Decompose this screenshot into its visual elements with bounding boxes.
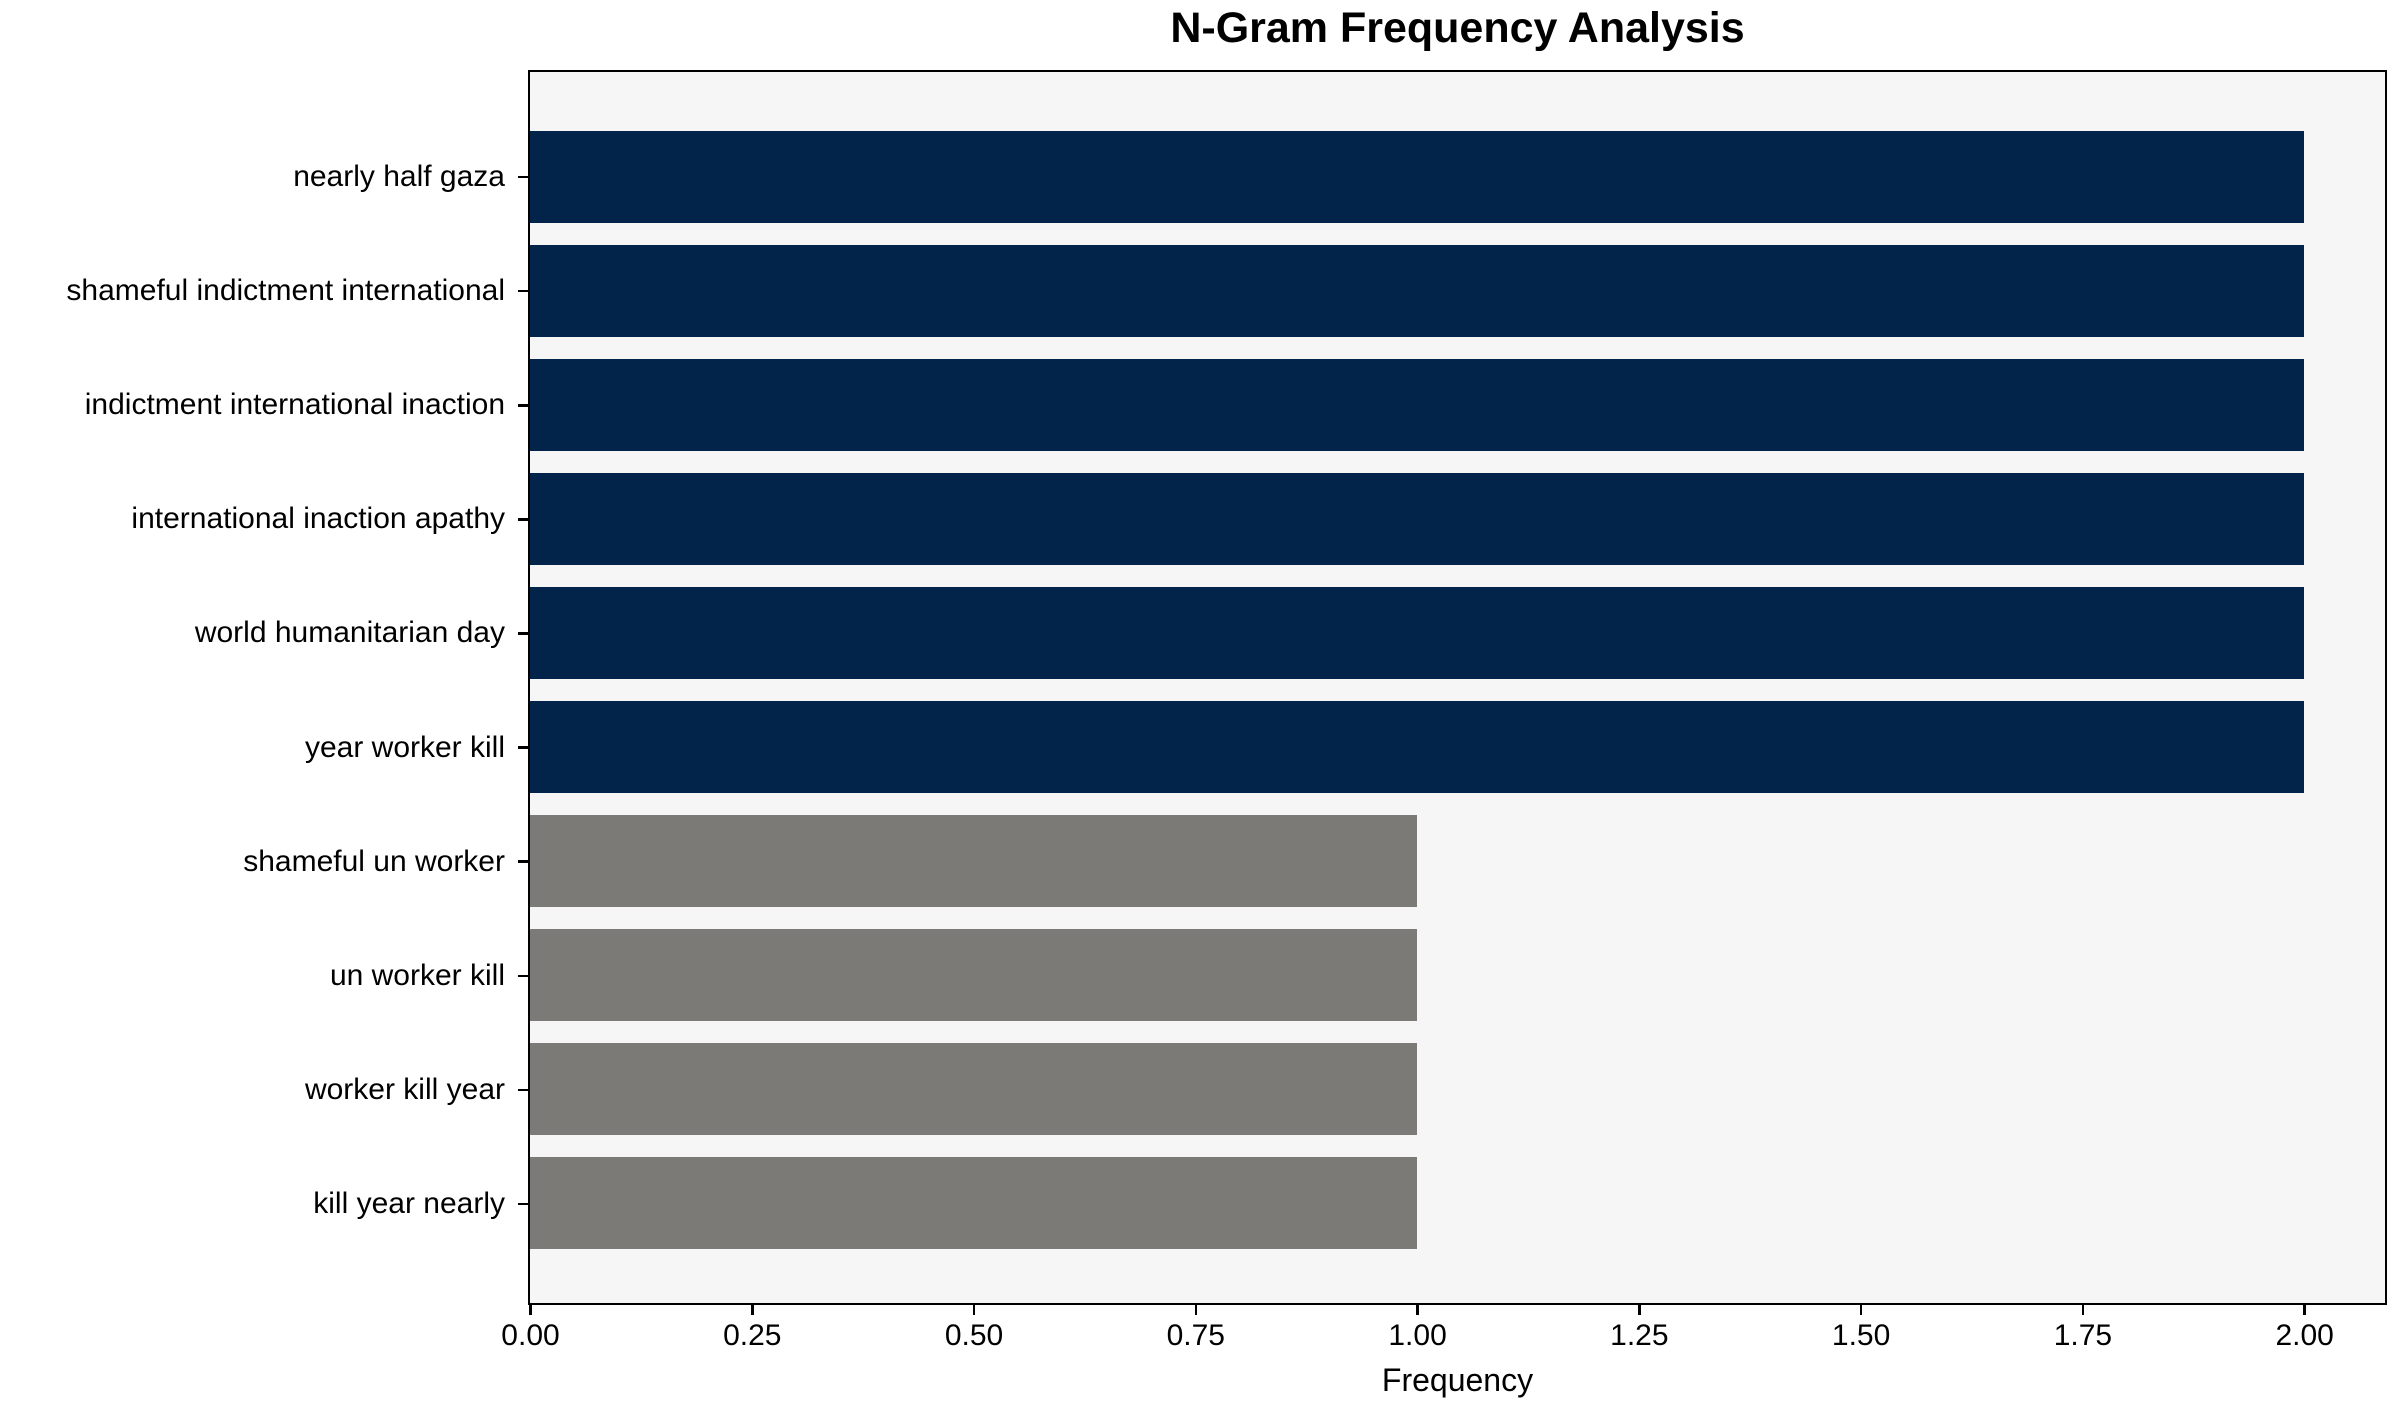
x-tick-mark [972, 1305, 976, 1315]
bar-shameful-un-worker [530, 815, 1418, 908]
y-tick-mark [518, 746, 528, 749]
x-tick-mark [751, 1305, 754, 1315]
plot-area [528, 70, 2387, 1305]
x-tick-label: 1.50 [1831, 1319, 1891, 1352]
y-tick-mark [518, 860, 528, 863]
y-tick-label: world humanitarian day [194, 616, 505, 650]
y-tick-label: kill year nearly [313, 1186, 505, 1220]
y-tick-label: year worker kill [304, 730, 505, 764]
x-tick-mark [529, 1305, 532, 1315]
x-tick-mark [2303, 1305, 2306, 1315]
bar-worker-kill-year [530, 1043, 1418, 1136]
y-tick-mark [518, 518, 528, 521]
bar-nearly-half-gaza [530, 130, 2305, 223]
y-tick-label: shameful un worker [243, 844, 505, 878]
y-tick-mark [518, 1202, 528, 1206]
chart-title: N-Gram Frequency Analysis [1170, 4, 1745, 52]
y-tick-label: shameful indictment international [66, 274, 505, 308]
bar-kill-year-nearly [530, 1157, 1418, 1250]
x-tick-label: 2.00 [2275, 1319, 2334, 1352]
bar-international-inaction-apathy [530, 472, 2305, 565]
x-tick-label: 0.00 [501, 1319, 560, 1352]
x-axis-title: Frequency [1381, 1362, 1534, 1398]
y-tick-mark [518, 1088, 528, 1092]
bar-year-worker-kill [530, 701, 2305, 794]
x-tick-label: 0.50 [944, 1319, 1004, 1352]
bar-indictment-international-inaction [530, 358, 2305, 451]
y-tick-label: international inaction apathy [131, 502, 505, 536]
x-tick-mark [1194, 1305, 1198, 1315]
x-tick-label: 1.75 [2053, 1319, 2113, 1352]
y-tick-mark [518, 289, 528, 293]
y-tick-mark [518, 175, 528, 179]
x-tick-mark [1638, 1305, 1641, 1315]
y-tick-label: nearly half gaza [293, 160, 505, 194]
bar-world-humanitarian-day [530, 586, 2305, 679]
x-tick-mark [1859, 1305, 1863, 1315]
y-tick-label: un worker kill [329, 958, 505, 992]
bar-un-worker-kill [530, 929, 1418, 1022]
x-tick-label: 0.75 [1166, 1319, 1225, 1352]
x-tick-mark [2081, 1305, 2085, 1315]
y-tick-label: worker kill year [304, 1072, 505, 1106]
x-tick-label: 1.25 [1610, 1319, 1669, 1352]
y-tick-label: indictment international inaction [84, 388, 505, 422]
x-tick-label: 1.00 [1388, 1319, 1447, 1352]
x-tick-mark [1416, 1305, 1419, 1315]
bar-shameful-indictment-international [530, 244, 2305, 337]
y-tick-mark [518, 632, 528, 635]
y-tick-mark [518, 974, 528, 977]
x-tick-label: 0.25 [723, 1319, 782, 1352]
y-tick-mark [518, 404, 528, 407]
